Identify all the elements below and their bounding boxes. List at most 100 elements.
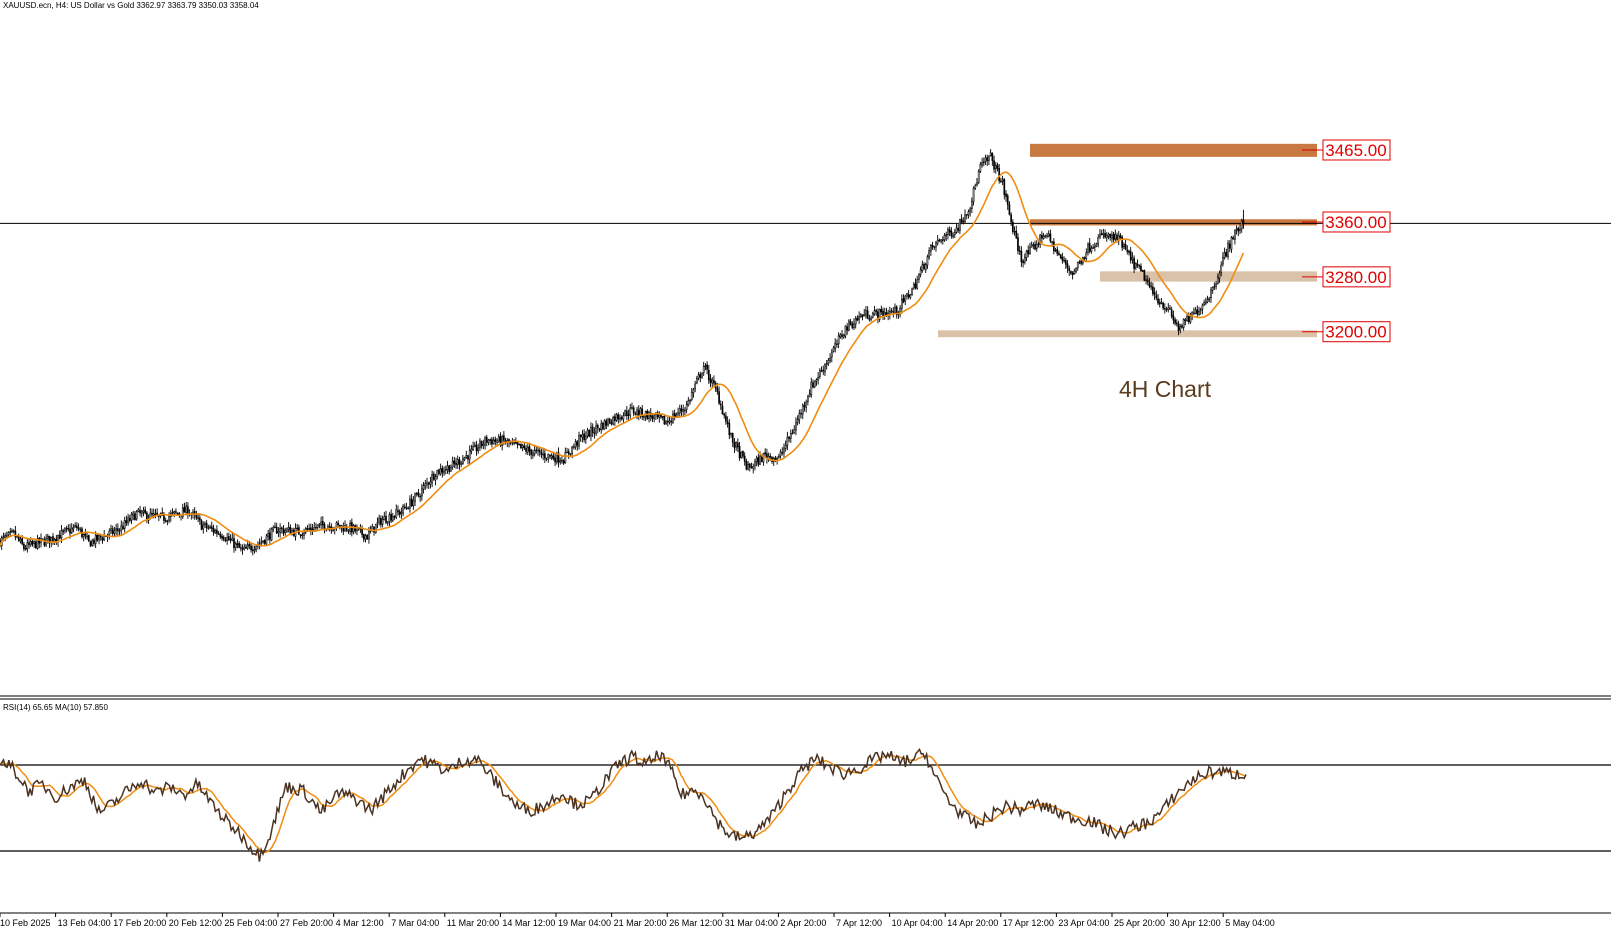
candle	[1075, 267, 1077, 274]
candle	[752, 463, 755, 474]
candle	[738, 441, 741, 461]
candle	[265, 533, 268, 546]
candle	[1109, 233, 1112, 241]
candle	[366, 534, 369, 540]
candle	[130, 512, 133, 525]
candle	[632, 405, 635, 417]
candle	[919, 266, 922, 278]
candle	[788, 436, 790, 443]
candle	[829, 353, 831, 364]
candle	[709, 374, 712, 388]
candle	[1015, 225, 1018, 240]
candle	[1124, 239, 1127, 251]
candle	[637, 405, 640, 421]
candle	[1088, 237, 1091, 254]
candle	[962, 217, 965, 225]
candle	[926, 254, 929, 269]
candle	[381, 515, 384, 528]
candle	[718, 386, 720, 406]
candle	[185, 502, 188, 516]
candle	[173, 510, 176, 518]
candle	[1041, 231, 1043, 243]
candle	[615, 412, 618, 422]
candle	[494, 436, 497, 446]
candle	[523, 442, 526, 451]
candle	[125, 515, 128, 526]
candle	[912, 282, 915, 290]
candle	[231, 532, 234, 542]
candle	[1049, 229, 1052, 243]
candle	[335, 521, 338, 531]
candle	[839, 332, 842, 339]
candle	[217, 530, 220, 535]
candle	[146, 511, 148, 524]
candle	[250, 543, 252, 553]
candle	[1215, 281, 1217, 290]
candle	[1240, 218, 1243, 233]
candle	[627, 409, 630, 421]
candle	[436, 469, 439, 480]
candle	[1008, 201, 1011, 216]
candle	[323, 522, 326, 534]
candle	[274, 522, 276, 529]
candle	[26, 537, 29, 553]
candle	[446, 460, 449, 474]
candle	[805, 399, 808, 413]
candle	[108, 528, 111, 540]
candle	[699, 371, 702, 383]
candle	[62, 528, 65, 535]
candle	[1230, 236, 1233, 253]
candle	[70, 523, 73, 535]
candle	[1063, 256, 1065, 263]
candle	[72, 524, 75, 533]
candle	[1029, 242, 1031, 255]
candle	[748, 462, 751, 472]
candle	[892, 306, 895, 318]
candle	[1198, 306, 1200, 316]
candle	[1023, 253, 1026, 265]
candle	[229, 534, 232, 544]
candle	[726, 416, 729, 428]
candle	[393, 515, 396, 520]
candle	[815, 378, 818, 386]
price-label-3280-00: 3280.00	[1302, 266, 1391, 288]
candle	[492, 436, 495, 445]
candle	[569, 453, 572, 456]
candle	[989, 149, 992, 157]
svg-text:3360.00: 3360.00	[1325, 213, 1386, 232]
candle	[354, 524, 357, 534]
candle	[1158, 298, 1161, 308]
candle	[477, 443, 480, 454]
candle	[441, 465, 444, 478]
candle	[842, 333, 845, 339]
candle	[538, 447, 541, 457]
candle	[45, 534, 47, 547]
candle	[723, 412, 726, 419]
candle	[608, 417, 611, 425]
candle	[1138, 264, 1141, 270]
candle	[882, 307, 884, 320]
candle	[262, 540, 264, 544]
candle	[1056, 246, 1059, 257]
candle	[142, 506, 145, 517]
candle	[673, 409, 676, 421]
candle	[1061, 252, 1064, 264]
candle	[224, 537, 227, 543]
candle	[837, 332, 840, 349]
candle	[1134, 262, 1137, 270]
candle	[1170, 306, 1173, 319]
candle	[1193, 307, 1195, 315]
candle	[900, 294, 903, 314]
candle	[521, 443, 524, 452]
candle	[219, 531, 222, 540]
candle	[1201, 303, 1204, 315]
candle	[282, 524, 285, 537]
candle	[682, 404, 685, 416]
candle	[692, 387, 695, 398]
candle	[789, 429, 792, 443]
candle	[704, 363, 707, 371]
candle	[1234, 229, 1236, 245]
candle	[28, 539, 30, 549]
